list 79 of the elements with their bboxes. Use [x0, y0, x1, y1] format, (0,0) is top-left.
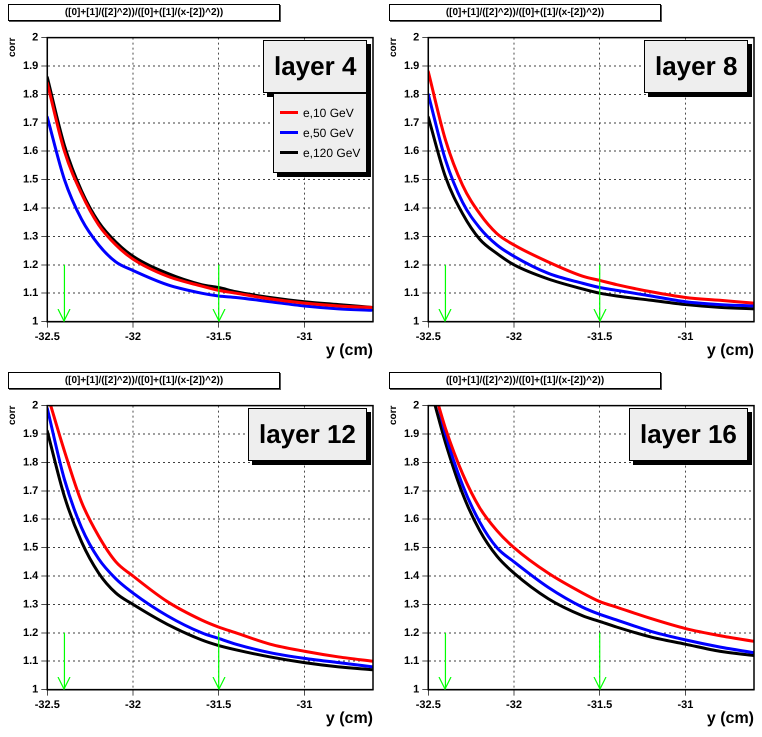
y-tick-label: 1.4: [22, 202, 40, 214]
y-tick-label: 1.6: [404, 145, 420, 158]
legend-label: e,10 GeV: [303, 106, 354, 120]
x-tick-label: -31: [296, 331, 312, 344]
y-tick-label: 1.2: [404, 626, 420, 639]
y-tick-label: 2: [413, 32, 420, 44]
y-tick-label: 1.4: [22, 570, 40, 582]
x-axis-title: y (cm): [326, 710, 373, 727]
y-tick-label: 1.1: [404, 655, 420, 668]
annotation: layer 12: [248, 408, 367, 461]
y-tick-label: 1.8: [404, 456, 420, 468]
y-tick-label: 1.4: [404, 570, 420, 582]
annotation: layer 8: [644, 40, 748, 93]
y-tick-label: 2: [32, 32, 38, 44]
y-tick-label: 1: [32, 316, 38, 328]
x-tick-label: -32.5: [416, 331, 441, 344]
y-tick-label: 1.6: [404, 513, 420, 526]
annotation: layer 16: [629, 408, 748, 461]
y-tick-label: 1.8: [404, 88, 420, 100]
y-tick-label: 1.6: [22, 513, 38, 526]
x-tick-label: -32: [125, 699, 141, 712]
y-tick-label: 1.5: [404, 542, 420, 554]
y-tick-label: 1.5: [404, 174, 420, 186]
y-axis-title: corr: [388, 37, 399, 58]
y-axis-title: corr: [6, 37, 18, 58]
y-tick-label: 1: [413, 316, 420, 328]
x-tick-label: -32.5: [34, 699, 60, 712]
y-tick-label: 1.9: [404, 60, 420, 72]
x-tick-label: -32: [125, 331, 141, 344]
y-tick-label: 1.8: [22, 456, 38, 468]
x-tick-label: -32.5: [416, 699, 441, 712]
x-tick-label: -31.5: [587, 331, 612, 344]
y-tick-label: 1.2: [22, 626, 38, 639]
x-tick-label: -31.5: [587, 699, 612, 712]
x-tick-label: -31.5: [206, 699, 232, 712]
y-tick-label: 1.4: [404, 202, 420, 214]
x-tick-label: -32: [506, 699, 522, 712]
y-tick-label: 1.3: [404, 230, 420, 242]
y-tick-label: 1.1: [22, 287, 38, 300]
x-tick-label: -31: [296, 699, 312, 712]
x-axis-title: y (cm): [706, 342, 754, 359]
y-tick-label: 1.9: [22, 60, 38, 72]
y-tick-label: 1.7: [22, 116, 38, 129]
y-tick-label: 2: [32, 400, 38, 412]
y-tick-label: 1.8: [22, 88, 38, 100]
legend-label: e,120 GeV: [303, 146, 360, 160]
y-tick-label: 1.3: [404, 598, 420, 610]
x-tick-label: -31: [677, 331, 694, 344]
x-tick-label: -32: [506, 331, 522, 344]
y-tick-label: 1.1: [404, 287, 420, 300]
y-tick-label: 1: [32, 684, 38, 696]
x-tick-label: -32.5: [34, 331, 60, 344]
y-tick-label: 1.2: [404, 258, 420, 271]
x-axis-title: y (cm): [706, 710, 754, 727]
y-tick-label: 1.7: [404, 116, 420, 129]
y-tick-label: 1.7: [404, 484, 420, 497]
legend-label: e,50 GeV: [303, 126, 354, 140]
y-tick-label: 1.9: [404, 428, 420, 440]
chart-title: ([0]+[1]/([2]^2))/([0]+([1]/(x-[2])^2)): [389, 4, 661, 21]
y-tick-label: 1.5: [22, 174, 38, 186]
chart-title: ([0]+[1]/([2]^2))/([0]+([1]/(x-[2])^2)): [8, 4, 280, 21]
x-tick-label: -31.5: [206, 331, 232, 344]
annotation: layer 4: [263, 40, 368, 93]
chart-title: ([0]+[1]/([2]^2))/([0]+([1]/(x-[2])^2)): [8, 372, 280, 389]
y-axis-title: corr: [388, 405, 399, 426]
y-tick-label: 1.2: [22, 258, 38, 271]
y-tick-label: 1.3: [22, 230, 38, 242]
y-tick-label: 1.5: [22, 542, 38, 554]
x-tick-label: -31: [677, 699, 694, 712]
y-tick-label: 2: [413, 400, 420, 412]
y-tick-label: 1.3: [22, 598, 38, 610]
y-tick-label: 1.1: [22, 655, 38, 668]
y-axis-title: corr: [6, 405, 18, 426]
chart-title: ([0]+[1]/([2]^2))/([0]+([1]/(x-[2])^2)): [389, 372, 661, 389]
y-tick-label: 1: [413, 684, 420, 696]
y-tick-label: 1.9: [22, 428, 38, 440]
x-axis-title: y (cm): [326, 342, 373, 359]
y-tick-label: 1.7: [22, 484, 38, 497]
y-tick-label: 1.6: [22, 145, 38, 158]
